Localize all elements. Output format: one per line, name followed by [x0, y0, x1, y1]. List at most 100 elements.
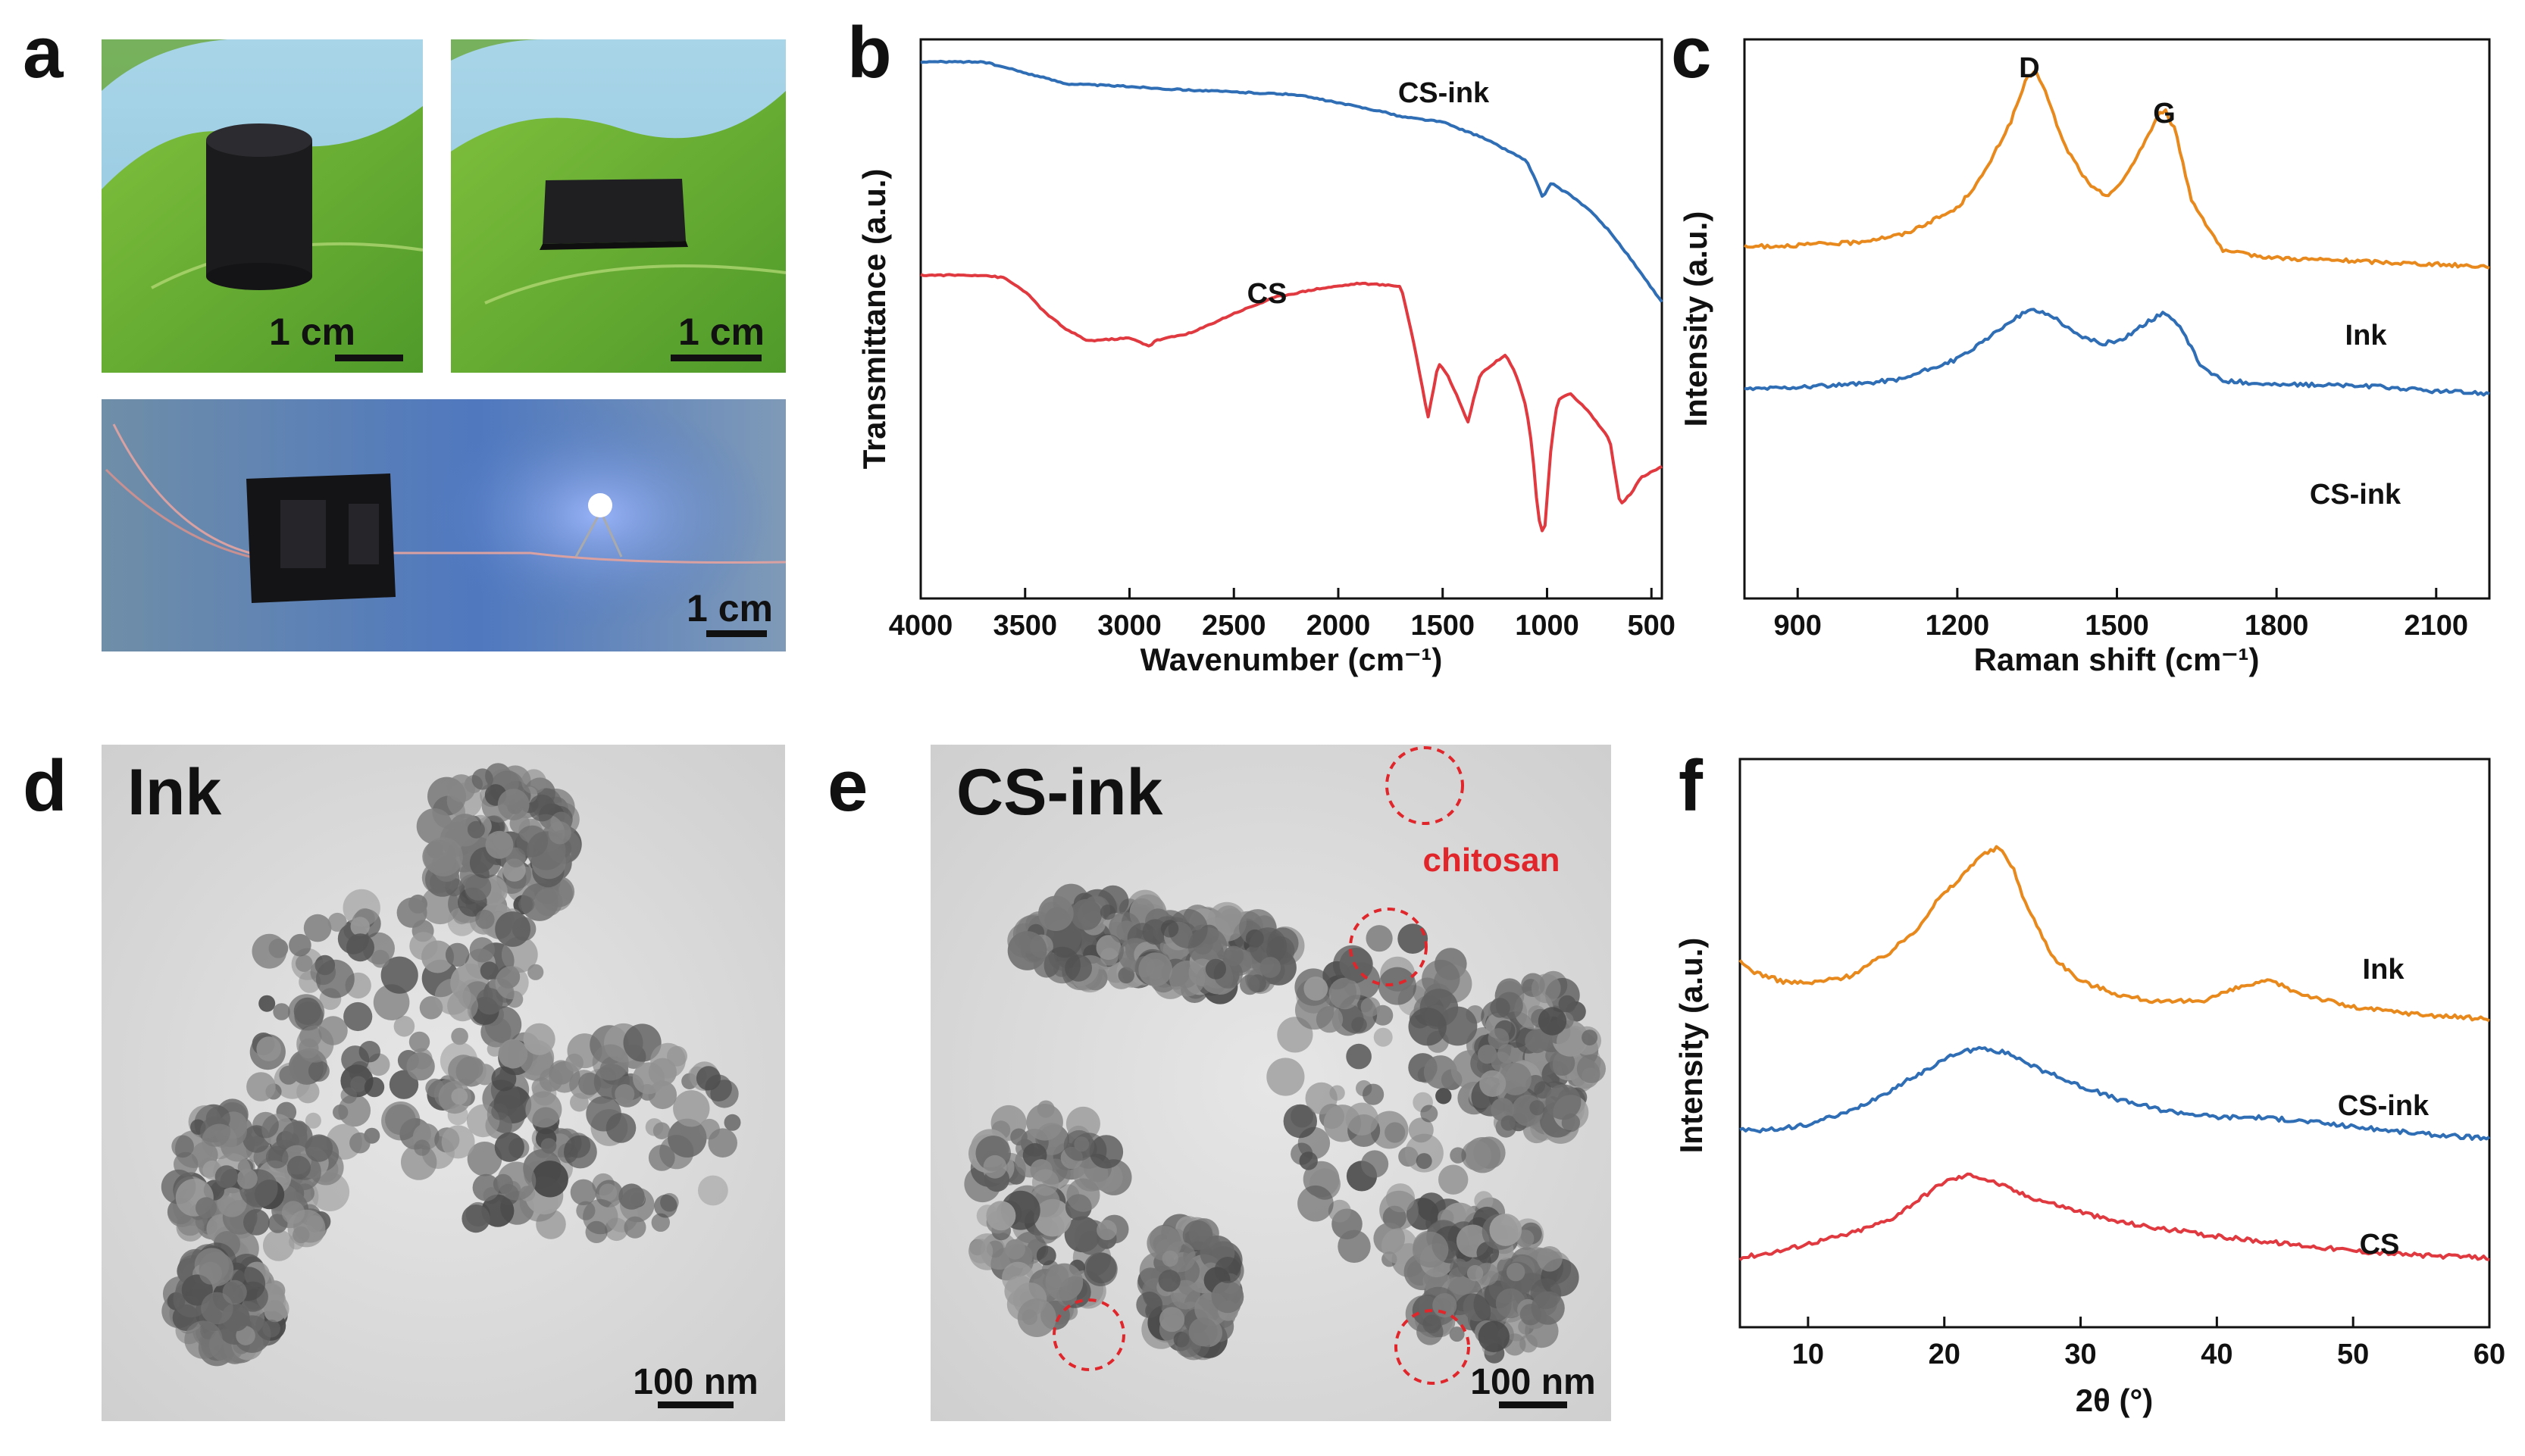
- particle: [1422, 1314, 1441, 1334]
- chart-c: c 900 1200 1500 1800 2100 D G Ink CS-ink Ram…: [1671, 12, 2491, 677]
- x-tick-label: 1000: [1515, 610, 1579, 642]
- particle: [467, 1142, 502, 1176]
- x-tick-label: 1500: [2085, 610, 2149, 642]
- particle: [256, 1036, 282, 1061]
- particle: [599, 1183, 618, 1202]
- particle: [1089, 1135, 1124, 1169]
- particle: [1435, 1088, 1452, 1104]
- x-tick-label: 30: [2064, 1339, 2096, 1370]
- particle: [346, 933, 374, 962]
- particle: [1005, 1239, 1025, 1260]
- particle: [264, 1300, 286, 1323]
- particle: [1338, 1229, 1371, 1264]
- particle: [570, 1179, 597, 1206]
- panel-label-a: a: [23, 12, 64, 93]
- scale-bar: [706, 630, 767, 637]
- particle: [476, 988, 503, 1015]
- particle: [1488, 1028, 1510, 1050]
- y-axis-title: Intensity (a.u.): [1678, 211, 1713, 427]
- particle-cluster: [161, 763, 741, 1367]
- particle: [281, 1201, 305, 1224]
- particle: [1160, 920, 1179, 938]
- particle: [724, 1114, 741, 1131]
- particle: [1519, 1334, 1538, 1353]
- particle: [341, 1045, 370, 1074]
- particle: [1136, 1292, 1163, 1318]
- particle: [393, 1016, 415, 1037]
- particle: [465, 874, 492, 901]
- particle: [1408, 1008, 1447, 1046]
- x-tick-label: 4000: [889, 610, 953, 642]
- particle: [380, 956, 418, 994]
- particle: [1031, 1169, 1059, 1196]
- particle: [578, 1072, 602, 1095]
- particle: [1345, 1102, 1379, 1136]
- plot-frame: [1743, 38, 2491, 600]
- particle: [1478, 1045, 1497, 1064]
- particle: [1036, 1245, 1056, 1266]
- particle: [585, 1220, 608, 1243]
- particle: [1138, 952, 1173, 987]
- panel-label-b: b: [847, 12, 892, 93]
- particle: [201, 1292, 233, 1325]
- particle: [645, 1118, 664, 1136]
- particle: [1366, 925, 1393, 952]
- particle: [624, 1216, 646, 1239]
- particle: [1408, 1117, 1434, 1143]
- particle: [699, 1118, 720, 1140]
- particle: [1497, 1044, 1517, 1064]
- scale-text: 100 nm: [633, 1362, 758, 1402]
- particle: [1266, 1058, 1305, 1096]
- particle: [296, 1025, 334, 1063]
- particle: [184, 1320, 223, 1359]
- particle: [1100, 948, 1119, 966]
- particle: [389, 1070, 419, 1099]
- particle: [1538, 1007, 1567, 1036]
- particle: [202, 1123, 237, 1160]
- particle: [273, 1003, 290, 1020]
- x-tick-label: 2100: [2405, 610, 2469, 642]
- scale-text: 1 cm: [269, 311, 355, 353]
- particle: [1026, 1104, 1063, 1141]
- series-line-cs-ink: [1739, 1045, 2491, 1142]
- particle: [1489, 1214, 1522, 1246]
- particle: [696, 1066, 721, 1091]
- particle: [441, 1125, 475, 1159]
- particle: [305, 1112, 321, 1129]
- particle: [480, 961, 499, 980]
- particle: [1474, 1191, 1494, 1211]
- particle: [1557, 1026, 1585, 1056]
- film-photo: 1 cm: [451, 39, 787, 373]
- particle: [1205, 958, 1226, 980]
- x-axis-title: Raman shift (cm⁻¹): [1974, 642, 2260, 677]
- x-tick-label: 1200: [1926, 610, 1990, 642]
- particle: [447, 774, 476, 802]
- series-layer: [1743, 70, 2490, 397]
- particle: [968, 1239, 993, 1264]
- scale-bar: [671, 355, 762, 361]
- particle: [1363, 1083, 1385, 1105]
- particle: [536, 1209, 566, 1239]
- chart-f: f 10 20 30 40 50 60 Ink CS-ink CS 2θ (°) Inte…: [1673, 745, 2505, 1418]
- particle: [1545, 1084, 1582, 1120]
- particle: [451, 1027, 468, 1045]
- scale-bar: [335, 355, 403, 361]
- particle: [451, 1088, 468, 1105]
- particle: [316, 959, 355, 998]
- particle: [350, 1076, 367, 1092]
- particle: [565, 1053, 584, 1072]
- particle: [525, 1091, 562, 1128]
- particle: [548, 821, 571, 845]
- chart-b: b 4000 3500 3000 2500 2000 1500 1000 500 CS-ink…: [847, 12, 1676, 677]
- panel-a: a 1 cm 1 cm: [23, 12, 787, 651]
- particle: [1249, 927, 1287, 965]
- particle: [1295, 990, 1334, 1030]
- particle: [1169, 961, 1206, 997]
- particle: [1413, 1231, 1449, 1268]
- particle: [1438, 1164, 1469, 1195]
- series-label-cs: CS: [1247, 278, 1288, 310]
- particle: [615, 1084, 635, 1104]
- particle: [460, 1057, 483, 1080]
- particle: [1070, 898, 1103, 930]
- particle: [199, 1261, 222, 1285]
